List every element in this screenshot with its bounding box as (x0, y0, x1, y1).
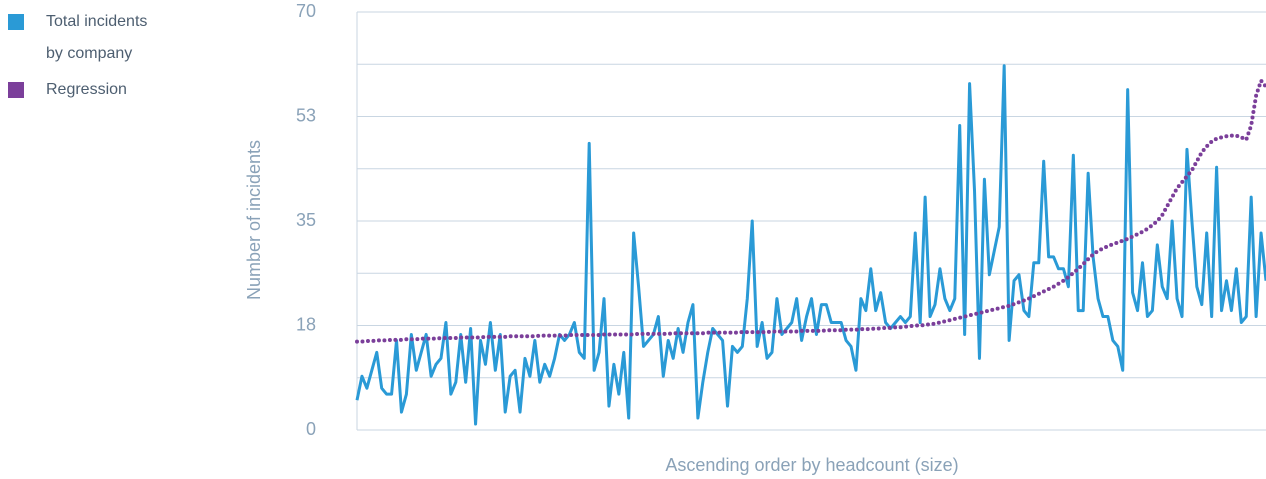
x-axis-label: Ascending order by headcount (size) (665, 455, 958, 475)
legend-item: Total incidents by company (8, 6, 168, 70)
y-tick-label: 70 (296, 1, 316, 21)
legend-item: Regression (8, 74, 168, 106)
y-tick-label: 18 (296, 314, 316, 334)
legend-swatch (8, 14, 24, 30)
legend: Total incidents by company Regression (8, 6, 168, 110)
regression-line (355, 78, 1266, 344)
data-line (355, 64, 1266, 426)
y-axis-label: Number of incidents (244, 140, 264, 300)
legend-label: Total incidents by company (46, 13, 148, 62)
legend-swatch (8, 82, 24, 98)
y-tick-label: 53 (296, 105, 316, 125)
legend-label: Regression (46, 81, 127, 98)
y-tick-label: 0 (306, 419, 316, 439)
y-tick-label: 35 (296, 210, 316, 230)
